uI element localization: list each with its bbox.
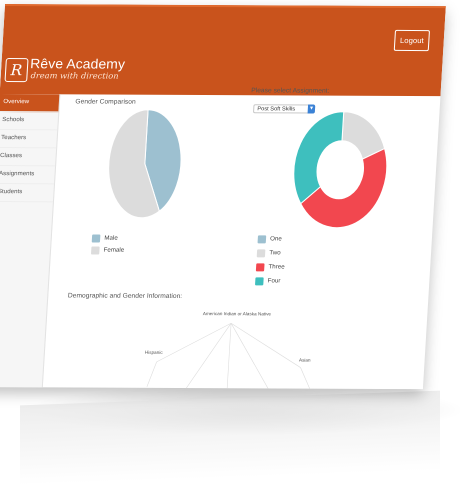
slice-female[interactable] xyxy=(106,109,166,219)
legend-item-female: Female xyxy=(90,246,124,257)
legend-item-male: Male xyxy=(91,234,118,245)
slice-four[interactable] xyxy=(292,111,345,205)
sidebar-item-classes[interactable]: Classes xyxy=(0,148,57,167)
brand-tagline: dream with direction xyxy=(30,71,119,81)
legend-item-one: One xyxy=(257,235,282,245)
legend-label: Female xyxy=(103,247,125,254)
demographic-radar-chart xyxy=(146,322,312,390)
radar-axis-line xyxy=(230,323,278,390)
legend-swatch xyxy=(90,246,100,255)
app-window: R Rêve Academy dream with direction Logo… xyxy=(0,4,446,390)
legend-swatch xyxy=(256,249,266,258)
sidebar-item-students[interactable]: Students xyxy=(0,184,54,203)
top-header-bar: R Rêve Academy dream with direction Logo… xyxy=(0,4,446,97)
legend-swatch xyxy=(255,277,264,286)
logo-icon: R xyxy=(4,58,29,83)
legend-label: Male xyxy=(104,235,118,242)
legend-item-three: Three xyxy=(255,263,285,273)
legend-label: Four xyxy=(267,278,281,285)
radar-grid-line xyxy=(146,361,157,387)
brand-title: Rêve Academy xyxy=(29,56,126,72)
legend-item-two: Two xyxy=(256,249,281,259)
radar-label-hispanic: Hispanic xyxy=(144,349,163,355)
logout-button[interactable]: Logout xyxy=(393,29,431,52)
sidebar-item-schools[interactable]: Schools xyxy=(0,112,59,131)
legend-swatch xyxy=(255,263,265,272)
sidebar-item-overview[interactable]: Overview xyxy=(0,94,60,113)
slice-male[interactable] xyxy=(142,109,184,213)
sidebar-item-teachers[interactable]: Teachers xyxy=(0,130,58,149)
radar-axis-line xyxy=(174,323,232,390)
legend-item-four: Four xyxy=(255,277,280,287)
radar-axis-line xyxy=(225,323,232,390)
legend-label: One xyxy=(269,236,282,243)
legend-swatch xyxy=(257,235,267,244)
brand-logo[interactable]: R Rêve Academy dream with direction xyxy=(4,56,126,87)
demographic-title: Demographic and Gender Information: xyxy=(67,292,183,300)
assignment-select-value: Post Soft Skills xyxy=(257,106,296,113)
gender-comparison-title: Gender Comparison xyxy=(75,98,136,106)
assignment-donut-chart xyxy=(292,111,388,229)
gender-pie-chart xyxy=(106,109,184,219)
radar-label-asian: Asian xyxy=(298,357,311,363)
slice-three[interactable] xyxy=(299,147,388,229)
assignment-prompt: Please select Assignment: xyxy=(251,87,330,95)
radar-grid-line xyxy=(300,367,312,390)
main-content: Gender Comparison Please select Assignme… xyxy=(43,87,440,390)
legend-swatch xyxy=(91,234,101,243)
radar-grid-line xyxy=(156,322,232,363)
radar-grid-line xyxy=(230,322,301,368)
legend-label: Two xyxy=(269,250,281,257)
sidebar-item-assignments[interactable]: Assignments xyxy=(0,166,56,185)
radar-label-american-indian: American Indian or Alaska Native xyxy=(202,311,272,317)
legend-label: Three xyxy=(268,264,285,271)
